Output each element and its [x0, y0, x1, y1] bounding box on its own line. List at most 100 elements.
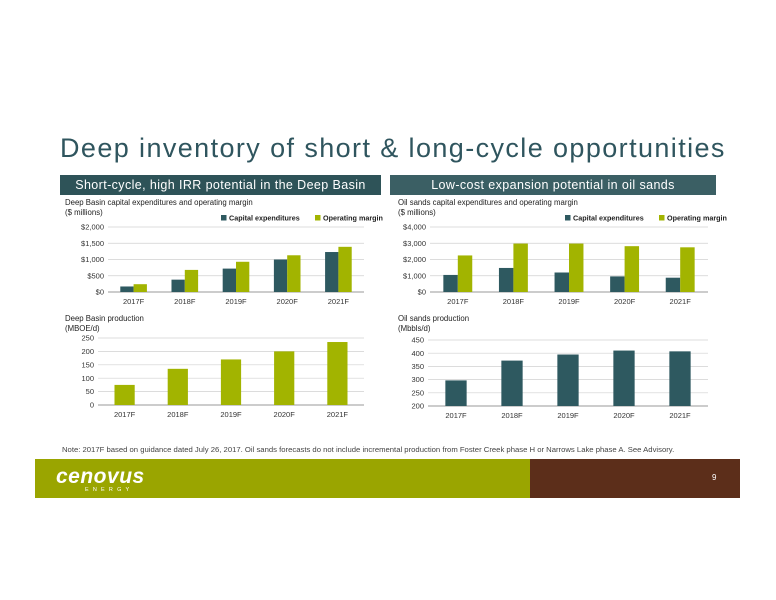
y-tick-label: 200	[411, 402, 424, 411]
footnote: Note: 2017F based on guidance dated July…	[62, 445, 675, 454]
deep-basin-capex-title-line1: Deep Basin capital expenditures and oper…	[65, 198, 253, 207]
x-tick-label: 2021F	[327, 410, 349, 419]
oil-sands-capex-title-line2: ($ millions)	[398, 208, 436, 217]
bar	[665, 277, 681, 292]
bar	[338, 246, 352, 292]
x-tick-label: 2019F	[558, 297, 580, 306]
bar	[554, 272, 569, 292]
bar	[171, 279, 185, 292]
bar	[557, 354, 579, 406]
x-tick-label: 2021F	[669, 411, 691, 420]
legend-swatch	[315, 215, 321, 221]
oil-sands-capex-title: Oil sands capital expenditures and opera…	[398, 198, 578, 218]
deep-basin-banner: Short-cycle, high IRR potential in the D…	[60, 175, 381, 195]
x-tick-label: 2017F	[445, 411, 467, 420]
x-tick-label: 2019F	[220, 410, 242, 419]
deep-basin-production-title-line2: (MBOE/d)	[65, 324, 100, 333]
bar	[274, 351, 295, 405]
oil-sands-banner: Low-cost expansion potential in oil sand…	[390, 175, 716, 195]
y-tick-label: $0	[418, 288, 426, 297]
y-tick-label: $2,000	[403, 255, 426, 264]
legend-label: Capital expenditures	[573, 213, 644, 222]
bar	[220, 359, 242, 405]
bar	[680, 247, 695, 292]
x-tick-label: 2018F	[501, 411, 523, 420]
oil-sands-production-title: Oil sands production (Mbbls/d)	[398, 314, 469, 334]
y-tick-label: 250	[411, 388, 424, 397]
x-tick-label: 2017F	[114, 410, 136, 419]
y-tick-label: 50	[86, 387, 94, 396]
oil-sands-production-title-line2: (Mbbls/d)	[398, 324, 431, 333]
deep-basin-production-title-line1: Deep Basin production	[65, 314, 144, 323]
y-tick-label: 100	[81, 374, 94, 383]
bar	[167, 368, 188, 405]
y-tick-label: 200	[81, 347, 94, 356]
y-tick-label: $4,000	[403, 223, 426, 232]
x-tick-label: 2018F	[167, 410, 189, 419]
bar	[114, 384, 135, 405]
y-tick-label: 150	[81, 360, 94, 369]
y-tick-label: 450	[411, 336, 424, 345]
bar	[569, 243, 584, 292]
footer-accent	[530, 459, 740, 498]
deep-basin-production-title: Deep Basin production (MBOE/d)	[65, 314, 144, 334]
y-tick-label: $0	[96, 288, 104, 297]
bar	[457, 255, 473, 292]
x-tick-label: 2017F	[447, 297, 469, 306]
bar	[325, 252, 339, 292]
bar	[184, 269, 199, 292]
oil-sands-production-title-line1: Oil sands production	[398, 314, 470, 323]
cenovus-logo-subtext: ENERGY	[85, 487, 134, 493]
x-tick-label: 2020F	[274, 410, 296, 419]
bar	[498, 267, 514, 292]
bar	[222, 268, 236, 292]
bar	[236, 261, 250, 292]
bar	[287, 255, 301, 292]
bar	[327, 342, 348, 405]
x-tick-label: 2020F	[613, 411, 635, 420]
y-tick-label: $1,000	[81, 255, 104, 264]
y-tick-label: $500	[87, 271, 104, 280]
x-tick-label: 2018F	[174, 297, 196, 306]
x-tick-label: 2021F	[328, 297, 350, 306]
x-tick-label: 2019F	[557, 411, 579, 420]
x-tick-label: 2017F	[123, 297, 145, 306]
bar	[443, 274, 458, 292]
x-tick-label: 2019F	[225, 297, 247, 306]
y-tick-label: $3,000	[403, 239, 426, 248]
y-tick-label: 400	[411, 349, 424, 358]
y-tick-label: 300	[411, 375, 424, 384]
bar	[513, 243, 528, 292]
x-tick-label: 2020F	[277, 297, 299, 306]
legend-swatch	[565, 215, 571, 221]
slide-title: Deep inventory of short & long-cycle opp…	[60, 133, 726, 163]
cenovus-logo: cenovus	[56, 465, 145, 488]
legend-swatch	[659, 215, 665, 221]
bar	[120, 286, 134, 292]
bar	[624, 246, 640, 292]
bar	[445, 380, 467, 406]
bar	[133, 284, 147, 292]
legend-swatch	[221, 215, 227, 221]
bar	[613, 350, 635, 406]
y-tick-label: $2,000	[81, 223, 104, 232]
bar	[273, 259, 288, 292]
deep-basin-capex-title: Deep Basin capital expenditures and oper…	[65, 198, 253, 218]
y-tick-label: 350	[411, 362, 424, 371]
legend-label: Capital expenditures	[229, 213, 300, 222]
x-tick-label: 2020F	[614, 297, 636, 306]
x-tick-label: 2021F	[670, 297, 692, 306]
y-tick-label: 250	[81, 334, 94, 343]
y-tick-label: $1,500	[81, 239, 104, 248]
legend-label: Operating margin	[667, 213, 727, 222]
bar	[501, 360, 523, 406]
page-number: 9	[712, 473, 717, 482]
y-tick-label: 0	[90, 401, 94, 410]
bar	[610, 276, 625, 292]
y-tick-label: $1,000	[403, 271, 426, 280]
oil-sands-capex-title-line1: Oil sands capital expenditures and opera…	[398, 198, 578, 207]
